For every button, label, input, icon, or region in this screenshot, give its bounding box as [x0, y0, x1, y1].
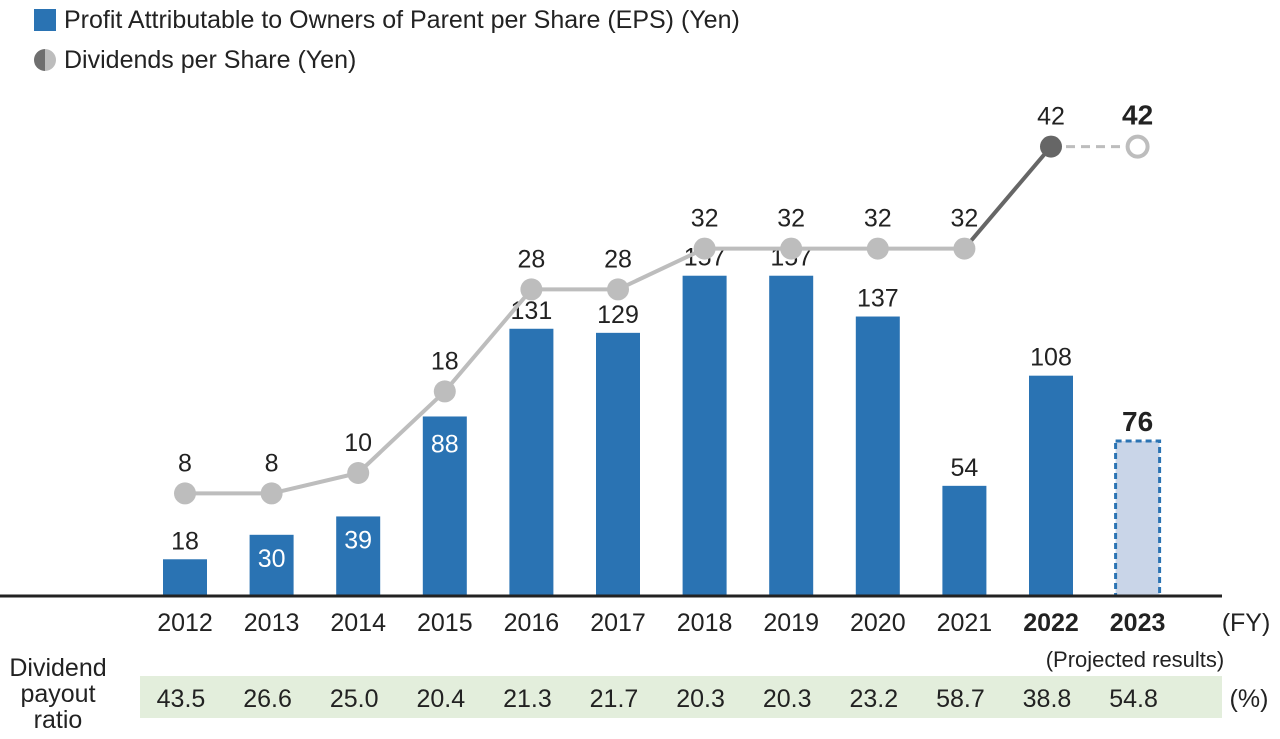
x-tick-label: 2023: [1110, 609, 1166, 637]
payout-ratio-label-line: Dividend: [9, 654, 106, 682]
eps-bar: [682, 275, 727, 596]
legend-dps: Dividends per Share (Yen): [34, 45, 356, 75]
dps-point: [866, 237, 889, 260]
dps-value-label: 32: [691, 205, 719, 233]
payout-ratio-unit: (%): [1230, 685, 1269, 713]
eps-value-label: 30: [258, 545, 286, 573]
x-tick-label: 2014: [330, 609, 386, 637]
eps-bar: [769, 275, 814, 596]
legend-eps-label: Profit Attributable to Owners of Parent …: [64, 5, 740, 34]
eps-value-label: 129: [597, 301, 639, 329]
dps-value-label: 28: [604, 245, 632, 273]
x-tick-label: 2015: [417, 609, 473, 637]
x-tick-label: 2012: [157, 609, 213, 637]
eps-bar: [509, 328, 554, 596]
x-tick-label: 2022: [1023, 609, 1079, 637]
payout-ratio-value: 20.4: [416, 685, 465, 713]
eps-bar: [163, 559, 207, 596]
dps-point-projected: [1125, 134, 1150, 159]
payout-ratio-band: [140, 676, 1222, 718]
dps-value-label: 8: [265, 449, 279, 477]
eps-bar: [422, 416, 467, 596]
dps-point: [1040, 135, 1062, 158]
dps-line-segment: [962, 145, 1053, 250]
payout-ratio-value: 26.6: [243, 685, 292, 713]
payout-ratio-value: 38.8: [1023, 685, 1072, 713]
dps-line-segment: [356, 389, 447, 475]
eps-value-label: 76: [1122, 406, 1153, 437]
eps-bar: [1029, 375, 1073, 596]
dps-point: [174, 482, 196, 505]
dps-point: [693, 237, 716, 260]
dps-value-label: 42: [1122, 100, 1153, 131]
dps-value-label: 32: [864, 205, 892, 233]
projected-note: (Projected results): [1046, 647, 1225, 672]
eps-value-label: 131: [511, 297, 553, 325]
dps-value-label: 28: [517, 245, 545, 273]
dps-point: [953, 237, 976, 260]
eps-bar-projected: [1114, 439, 1162, 598]
x-tick-label: 2019: [763, 609, 819, 637]
legend-dps-swatch: [34, 49, 56, 72]
x-tick-label: 2021: [937, 609, 993, 637]
dps-point: [607, 278, 629, 301]
dps-point: [433, 380, 456, 403]
payout-ratio-value: 25.0: [330, 685, 379, 713]
eps-value-label: 137: [857, 285, 899, 313]
dps-value-label: 32: [950, 205, 978, 233]
payout-ratio-value: 58.7: [936, 685, 985, 713]
dps-value-label: 10: [344, 429, 372, 457]
payout-ratio-label-line: payout: [20, 680, 95, 708]
eps-value-label: 39: [344, 526, 372, 554]
eps-value-label: 18: [171, 527, 199, 555]
legend-dps-label: Dividends per Share (Yen): [64, 45, 357, 74]
x-tick-label: 2017: [590, 609, 646, 637]
dps-point: [780, 237, 803, 260]
eps-bar: [596, 332, 640, 596]
x-tick-label: 2013: [244, 609, 300, 637]
dps-line-segment: [617, 246, 706, 292]
x-tick-label: 2018: [677, 609, 733, 637]
eps-value-label: 108: [1030, 344, 1072, 372]
dps-value-label: 32: [777, 205, 805, 233]
dps-point: [347, 462, 370, 484]
eps-bar: [249, 534, 294, 596]
eps-bar: [336, 516, 381, 596]
eps-bar: [942, 485, 987, 596]
dps-point: [260, 482, 283, 505]
x-tick-label: 2020: [850, 609, 906, 637]
eps-value-label: 88: [431, 430, 459, 458]
payout-ratio-value: 20.3: [763, 685, 812, 713]
payout-ratio-value: 20.3: [676, 685, 725, 713]
dps-value-label: 8: [178, 449, 192, 477]
eps-value-label: 54: [950, 454, 978, 482]
payout-ratio-label-line: ratio: [34, 706, 83, 734]
dps-value-label: 18: [431, 347, 459, 375]
x-tick-label: 2016: [504, 609, 560, 637]
dps-line-segment: [271, 471, 359, 496]
payout-ratio-value: 23.2: [849, 685, 898, 713]
legend-eps-swatch: [34, 9, 56, 32]
payout-ratio-value: 54.8: [1109, 685, 1158, 713]
eps-bar: [855, 316, 900, 596]
x-axis-unit: (FY): [1222, 609, 1271, 637]
dps-line-segment: [443, 288, 533, 393]
dps-point: [520, 278, 543, 301]
payout-ratio-value: 21.7: [590, 685, 639, 713]
dps-value-label: 42: [1037, 103, 1065, 131]
legend-eps: Profit Attributable to Owners of Parent …: [34, 5, 740, 35]
payout-ratio-value: 21.3: [503, 685, 552, 713]
payout-ratio-value: 43.5: [157, 685, 206, 713]
